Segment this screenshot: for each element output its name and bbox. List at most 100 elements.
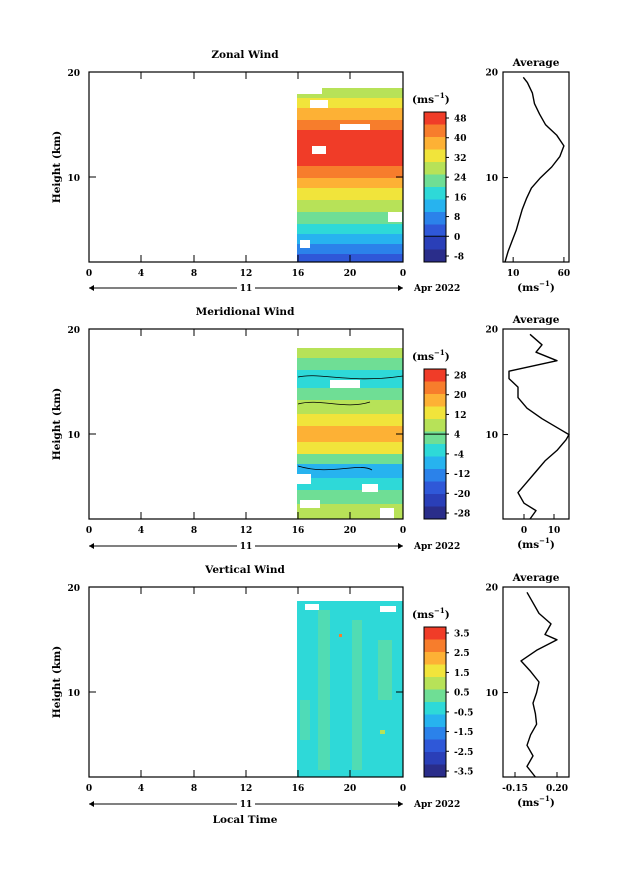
- colorbar-label: 0.5: [454, 689, 470, 699]
- colorbar-swatch: [424, 456, 446, 470]
- x-tick-label: 12: [240, 784, 253, 794]
- colorbar-label: 2.5: [454, 649, 470, 659]
- colorbar-swatch: [424, 406, 446, 420]
- profile-y-tick-label: 10: [485, 689, 498, 699]
- colorbar-label: 12: [454, 411, 467, 421]
- x-tick-label: 16: [292, 784, 305, 794]
- x-ticks: [88, 72, 404, 262]
- profile-line: [508, 333, 570, 520]
- x-tick-label: 8: [191, 784, 197, 794]
- x-tick-label: 0: [86, 269, 92, 279]
- colorbar-label: 32: [454, 154, 467, 164]
- y-ticks: [89, 71, 403, 178]
- x-tick-label: 0: [400, 526, 406, 536]
- profile-x-tick-label: 10: [507, 269, 520, 279]
- colorbar-swatch: [424, 431, 446, 445]
- colorbar-label: -8: [454, 253, 464, 263]
- date-day: 11: [240, 542, 253, 552]
- colorbar-label: 16: [454, 193, 467, 203]
- colorbar-swatch: [424, 506, 446, 520]
- colorbar-swatch: [424, 481, 446, 495]
- colorbar-label: -20: [454, 490, 470, 500]
- colorbar-swatch: [424, 739, 446, 753]
- colorbar-label: 48: [454, 115, 467, 125]
- profile-line: [504, 76, 565, 263]
- colorbar-swatch: [424, 369, 446, 382]
- colorbar-frame: [423, 111, 447, 263]
- colorbar-swatch: [424, 469, 446, 482]
- profile-x-tick-label: 0.20: [546, 784, 568, 794]
- colorbar-label: 1.5: [454, 669, 470, 679]
- heatmap-data: [297, 72, 403, 262]
- y-tick-label: 20: [67, 69, 80, 79]
- profile-frame: [502, 71, 570, 263]
- colorbar-label: 24: [454, 174, 467, 184]
- colorbar-swatch: [424, 752, 446, 765]
- colorbar-swatch: [424, 149, 446, 163]
- profile-x-label: (ms−1): [517, 794, 555, 809]
- colorbar-label: 0: [454, 233, 460, 243]
- panel-title: Meridional Wind: [196, 306, 295, 318]
- colorbar-frame: [423, 368, 447, 520]
- date-day: 11: [240, 284, 253, 294]
- y-axis-label: Height (km): [51, 388, 63, 460]
- colorbar-swatch: [424, 112, 446, 125]
- colorbar-swatch: [424, 727, 446, 740]
- y-axis-label: Height (km): [51, 131, 63, 203]
- colorbar-label: -4: [454, 450, 464, 460]
- vertical-wind-panel: Vertical Wind: [51, 564, 570, 826]
- x-tick-label: 16: [292, 269, 305, 279]
- colorbar-label: 40: [454, 134, 467, 144]
- y-tick-label: 10: [67, 689, 80, 699]
- colorbar-swatch: [424, 174, 446, 188]
- y-ticks: [89, 586, 403, 693]
- x-tick-label: 20: [344, 526, 357, 536]
- date-month: Apr 2022: [413, 542, 460, 552]
- panel-title: Vertical Wind: [204, 564, 285, 576]
- colorbar-swatch: [424, 764, 446, 778]
- x-tick-label: 0: [86, 784, 92, 794]
- colorbar-swatch: [424, 627, 446, 640]
- x-axis-label: Local Time: [213, 814, 278, 826]
- profile-title: Average: [512, 57, 560, 69]
- colorbar-swatch: [424, 702, 446, 715]
- colorbar: 28 20 12 4 -4 -12 -20 -28: [423, 368, 470, 520]
- profile-y-tick-label: 20: [485, 326, 498, 336]
- colorbar-swatch: [424, 124, 446, 138]
- colorbar-unit: (ms−1): [412, 91, 450, 106]
- y-tick-label: 20: [67, 584, 80, 594]
- colorbar-swatch: [424, 444, 446, 457]
- profile-title: Average: [512, 314, 560, 326]
- x-tick-label: 8: [191, 526, 197, 536]
- x-tick-label: 0: [86, 526, 92, 536]
- profile-title: Average: [512, 572, 560, 584]
- zonal-wind-panel: Zonal Wind: [51, 49, 570, 294]
- heatmap-data: [297, 329, 403, 519]
- colorbar-swatch: [424, 419, 446, 432]
- profile-frame: [502, 328, 570, 520]
- colorbar-frame: [423, 626, 447, 778]
- average-profile: Average 20 10 -0.15 0.20(ms−1): [485, 572, 570, 809]
- colorbar: 48 40 32 24 16 8 0 -8: [423, 111, 467, 263]
- colorbar-swatch: [424, 381, 446, 395]
- x-tick-label: 4: [138, 526, 144, 536]
- colorbar-swatch: [424, 249, 446, 263]
- y-tick-label: 10: [67, 174, 80, 184]
- profile-y-tick-label: 20: [485, 69, 498, 79]
- y-tick-label: 20: [67, 326, 80, 336]
- colorbar-swatch: [424, 494, 446, 507]
- colorbar-swatch: [424, 224, 446, 238]
- colorbar-swatch: [424, 652, 446, 665]
- x-tick-label: 0: [400, 269, 406, 279]
- colorbar-swatch: [424, 394, 446, 407]
- colorbar-swatch: [424, 714, 446, 728]
- profile-line: [520, 591, 558, 778]
- heatmap-data: [297, 587, 403, 777]
- colorbar-swatch: [424, 137, 446, 150]
- date-bar: 11 Apr 2022: [89, 798, 460, 810]
- x-tick-label: 8: [191, 269, 197, 279]
- x-tick-label: 4: [138, 784, 144, 794]
- profile-frame: [502, 586, 570, 778]
- meridional-wind-panel: Meridional Wind: [51, 306, 570, 552]
